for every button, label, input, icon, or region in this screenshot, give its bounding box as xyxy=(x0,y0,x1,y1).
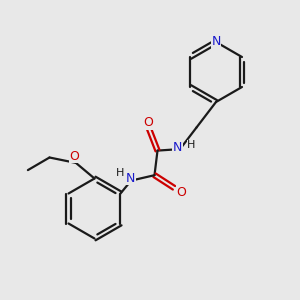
Text: N: N xyxy=(126,172,135,185)
Text: O: O xyxy=(144,116,153,129)
Text: N: N xyxy=(211,35,221,48)
Text: O: O xyxy=(70,150,79,163)
Text: O: O xyxy=(177,186,186,199)
Text: H: H xyxy=(187,140,196,151)
Text: H: H xyxy=(116,168,124,178)
Text: N: N xyxy=(173,141,182,154)
